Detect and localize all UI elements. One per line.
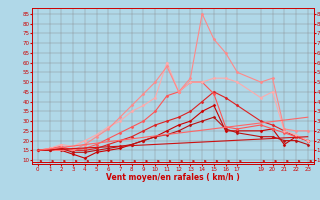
X-axis label: Vent moyen/en rafales ( km/h ): Vent moyen/en rafales ( km/h ) [106, 173, 240, 182]
